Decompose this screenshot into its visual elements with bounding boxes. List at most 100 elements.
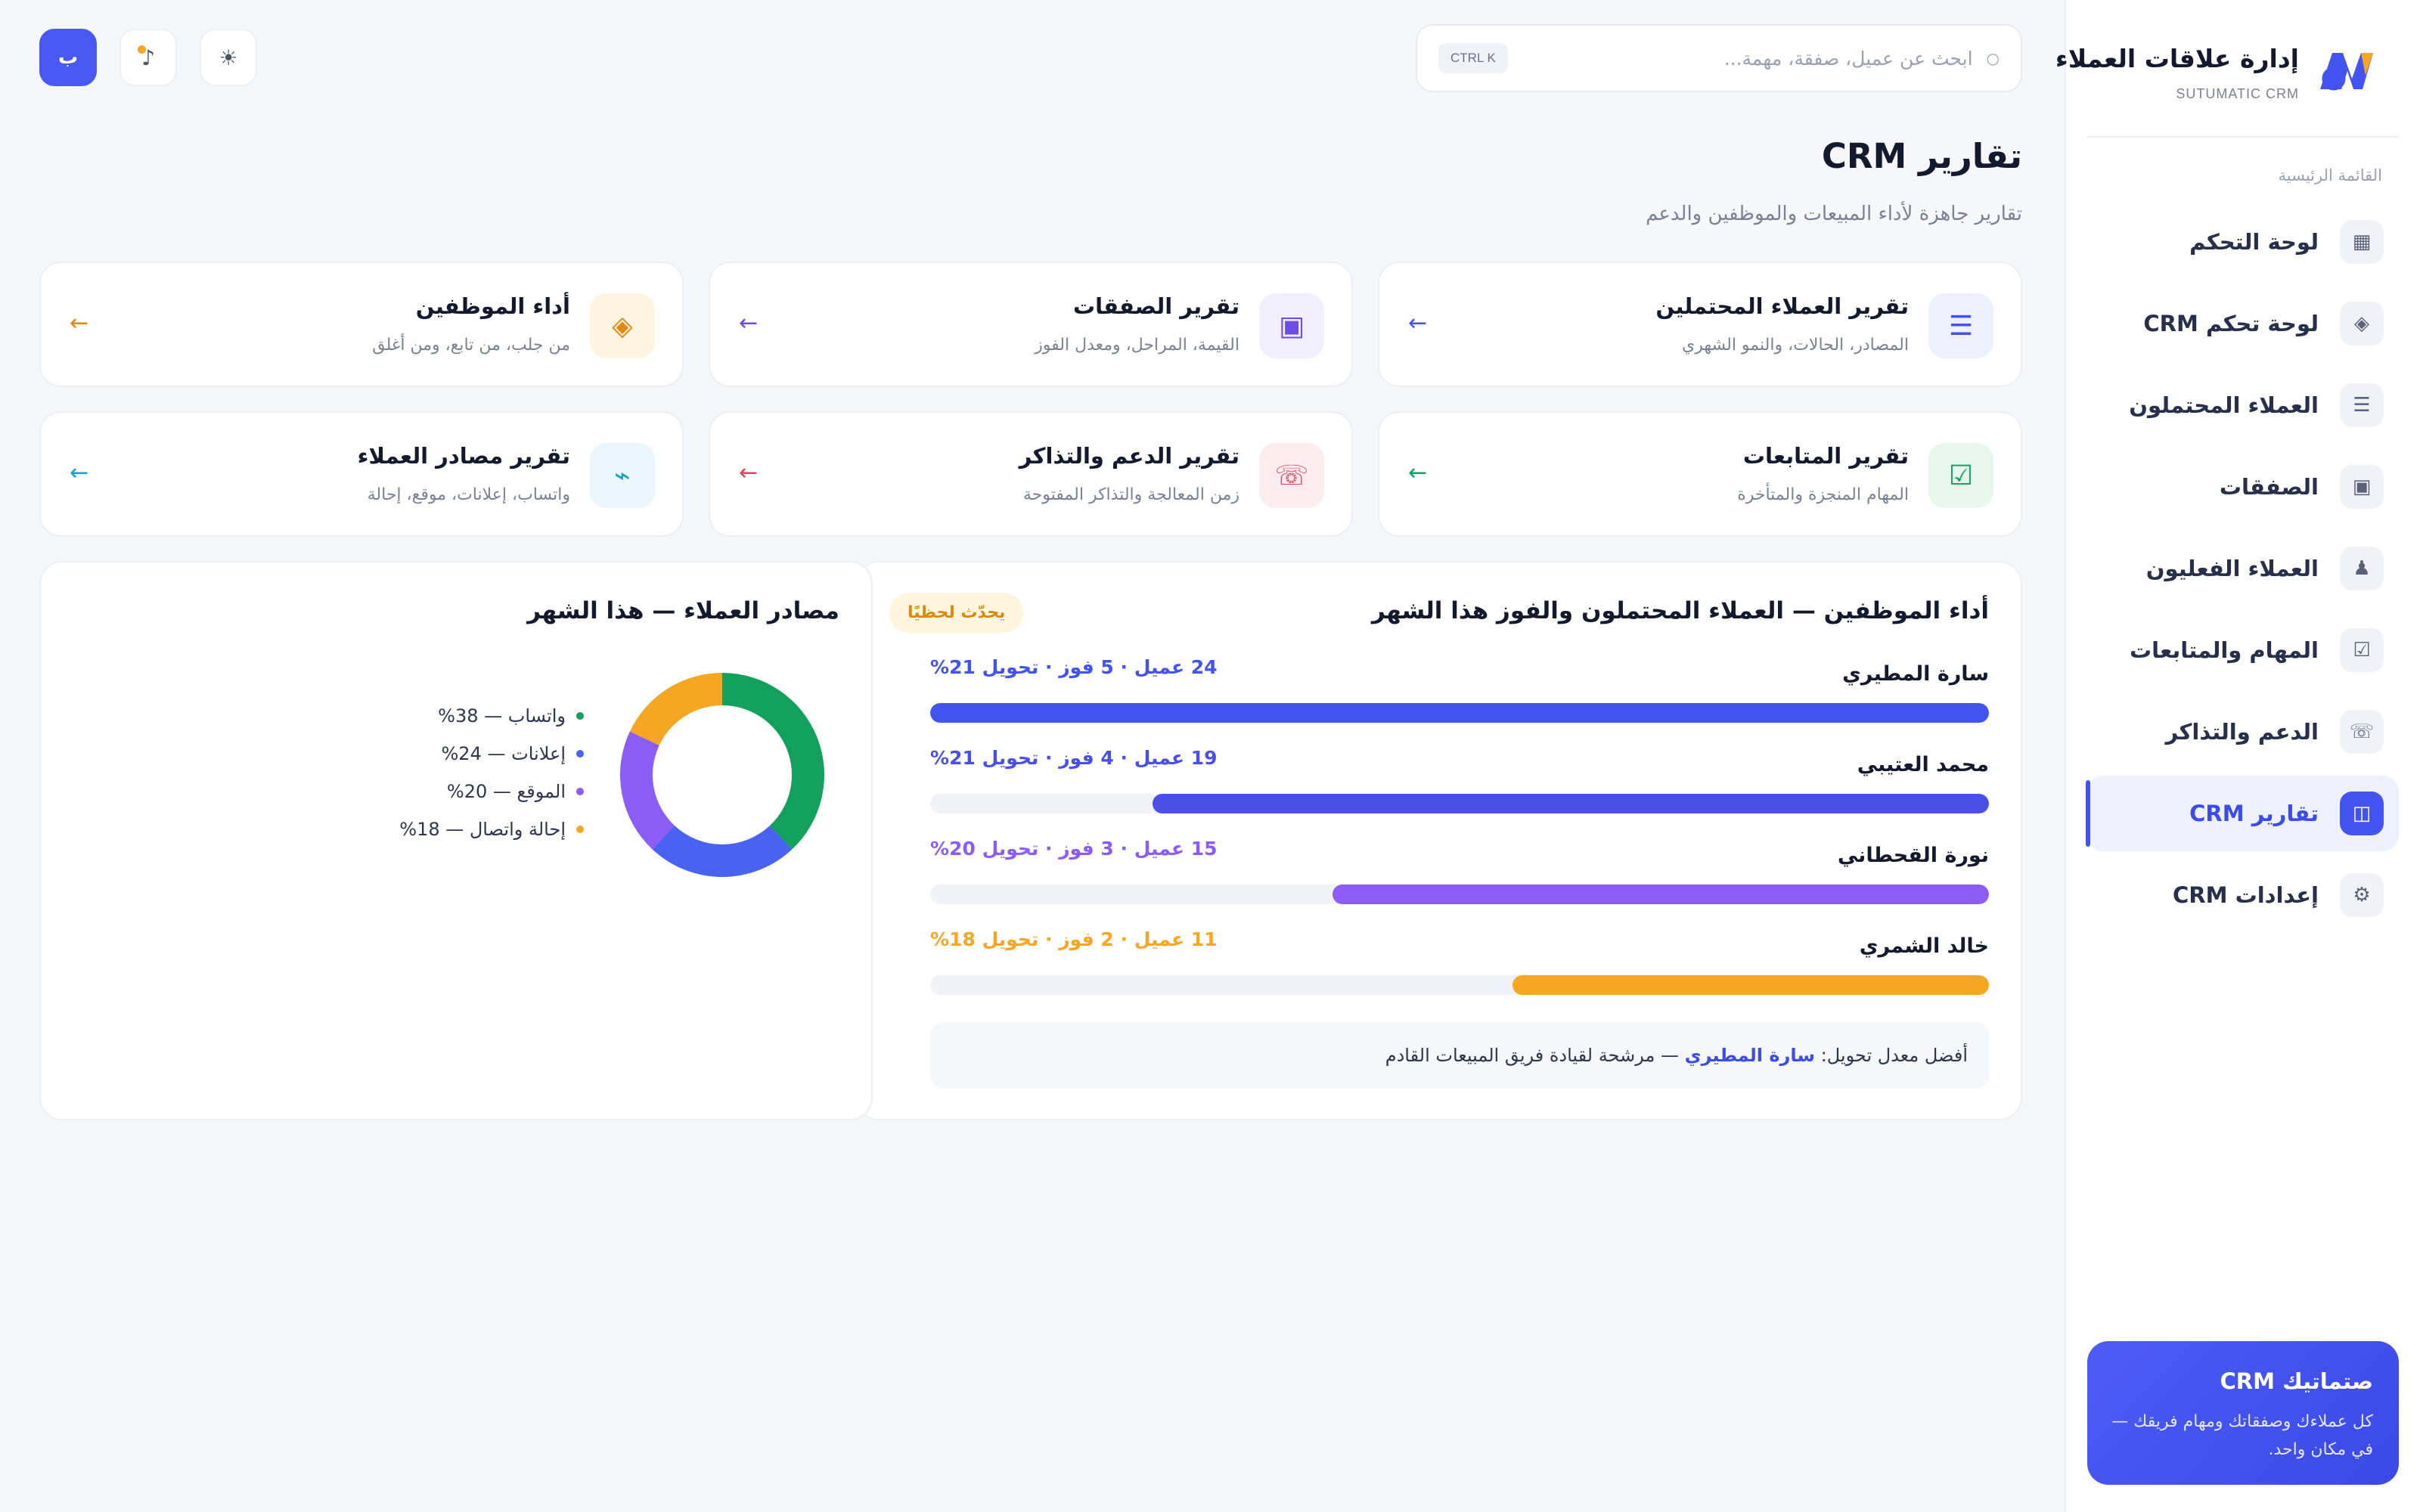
sidebar-nav: ▦ لوحة التحكم ◈ لوحة تحكم CRM ☰ العملاء المحت… — [2086, 204, 2399, 939]
employee-stats: 15 عميل · 3 فوز · تحويل 20% — [930, 838, 1218, 860]
bolt-icon: ⌁ — [590, 443, 655, 508]
sun-icon: ☀ — [219, 45, 238, 70]
employee-stats: 24 عميل · 5 فوز · تحويل 21% — [930, 656, 1218, 678]
search-input[interactable] — [1507, 47, 1973, 70]
employee-name: سارة المطيري — [1842, 662, 1989, 686]
employee-progress-fill — [1333, 885, 1989, 904]
promo-card: صتماتيك CRM كل عملاءك وصفقاتك ومهام فريق… — [2087, 1341, 2399, 1485]
sidebar-item-0[interactable]: ▦ لوحة التحكم — [2087, 204, 2399, 280]
page-subtitle: تقارير جاهزة لأداء المبيعات والموظفين وا… — [1646, 203, 2022, 225]
sources-donut-chart — [620, 673, 824, 877]
arrow-left-icon[interactable]: ← — [739, 460, 759, 486]
list-icon: ☰ — [1928, 293, 1993, 358]
employee-name: خالد الشمري — [1859, 934, 1989, 958]
employee-progress-fill — [1153, 794, 1989, 813]
phone-icon: ☏ — [1259, 443, 1324, 508]
sidebar-item-2[interactable]: ☰ العملاء المحتملون — [2087, 367, 2399, 443]
report-card-1[interactable]: ▣ تقرير الصفقات القيمة، المراحل، ومعدل الف… — [709, 262, 1353, 387]
sidebar-item-label: الدعم والتذاكر — [2165, 719, 2319, 745]
user-avatar-button[interactable]: ب — [39, 29, 97, 86]
arrow-left-icon[interactable]: ← — [1408, 460, 1428, 486]
square-icon: ▣ — [1259, 293, 1324, 358]
live-update-badge: يحدّث لحظيًا — [889, 593, 1024, 633]
employee-name: محمد العتيبي — [1857, 753, 1989, 776]
gear-icon: ⚙ — [2340, 873, 2384, 917]
sidebar-item-label: إعدادات CRM — [2173, 882, 2319, 908]
employee-progress-track — [930, 975, 1989, 995]
legend-dot — [576, 712, 584, 720]
report-card-4[interactable]: ☏ تقرير الدعم والتذاكر زمن المعالجة والتذا… — [709, 411, 1353, 537]
employee-progress-fill — [1512, 975, 1989, 995]
best-prefix: أفضل معدل تحويل: — [1820, 1045, 1968, 1066]
employee-performance-panel: أداء الموظفين — العملاء المحتملون والفوز… — [856, 561, 2022, 1120]
employee-progress-track — [930, 703, 1989, 723]
page-title: تقارير CRM — [1821, 136, 2022, 176]
best-suffix: — مرشحة لقيادة فريق المبيعات القادم — [1385, 1045, 1679, 1066]
legend-item: واتساب — 38% — [399, 697, 584, 735]
sidebar-divider — [2087, 136, 2399, 138]
employee-row: خالد الشمري 11 عميل · 2 فوز · تحويل 18% — [930, 928, 1989, 996]
sidebar-item-3[interactable]: ▣ الصفقات — [2087, 449, 2399, 525]
donut-slice-2[interactable] — [620, 731, 675, 850]
donut-slice-3[interactable] — [629, 673, 722, 745]
legend-dot — [576, 788, 584, 795]
donut-slice-1[interactable] — [652, 826, 793, 877]
sidebar-section-label: القائمة الرئيسية — [2278, 166, 2382, 184]
legend-label: الموقع — 20% — [446, 781, 566, 802]
legend-dot — [576, 826, 584, 833]
donut-slice-0[interactable] — [722, 673, 824, 850]
report-icon: ◫ — [2340, 792, 2384, 835]
legend-label: واتساب — 38% — [438, 705, 566, 727]
best-employee-name[interactable]: سارة المطيري — [1684, 1045, 1815, 1066]
employee-progress-fill — [930, 703, 1989, 723]
notification-dot — [138, 45, 146, 54]
report-card-subtitle: القيمة، المراحل، ومعدل الفوز — [1035, 336, 1239, 355]
sidebar-item-label: الصفقات — [2219, 474, 2319, 500]
report-card-subtitle: المهام المنجزة والمتأخرة — [1737, 485, 1909, 504]
sidebar-item-7[interactable]: ◫ تقارير CRM — [2086, 776, 2399, 851]
brand-title: إدارة علاقات العملاء — [2055, 44, 2299, 73]
theme-toggle-button[interactable]: ☀ — [200, 29, 257, 86]
report-card-0[interactable]: ☰ تقرير العملاء المحتملين المصادر، الحالات… — [1378, 262, 2022, 387]
brand[interactable]: إدارة علاقات العملاء SUTUMATIC CRM — [2055, 30, 2378, 106]
search-bar[interactable]: ○ CTRL K — [1416, 24, 2022, 92]
report-card-5[interactable]: ⌁ تقرير مصادر العملاء واتساب، إعلانات، موق… — [39, 411, 684, 537]
best-conversion-note: أفضل معدل تحويل: سارة المطيري — مرشحة لق… — [930, 1022, 1989, 1089]
arrow-left-icon[interactable]: ← — [739, 310, 759, 336]
report-card-title: تقرير المتابعات — [1742, 443, 1909, 469]
diamond-icon: ◈ — [590, 293, 655, 358]
report-card-3[interactable]: ☑ تقرير المتابعات المهام المنجزة والمتأخرة… — [1378, 411, 2022, 537]
report-card-title: أداء الموظفين — [415, 293, 570, 319]
sidebar-item-label: العملاء المحتملون — [2129, 392, 2319, 418]
sidebar-item-4[interactable]: ♟ العملاء الفعليون — [2087, 531, 2399, 606]
sidebar-item-6[interactable]: ☏ الدعم والتذاكر — [2087, 694, 2399, 770]
employee-row: محمد العتيبي 19 عميل · 4 فوز · تحويل 21% — [930, 747, 1989, 815]
sidebar-item-label: لوحة تحكم CRM — [2143, 311, 2319, 336]
top-actions: ب ♪ ☀ — [39, 29, 257, 86]
sidebar-item-1[interactable]: ◈ لوحة تحكم CRM — [2087, 286, 2399, 361]
notifications-button[interactable]: ♪ — [119, 29, 177, 86]
sidebar-item-label: المهام والمتابعات — [2130, 637, 2319, 663]
sidebar: إدارة علاقات العملاء SUTUMATIC CRM القائ… — [2055, 0, 2420, 1512]
employee-row: نورة القحطاني 15 عميل · 3 فوز · تحويل 20% — [930, 838, 1989, 906]
sidebar-item-5[interactable]: ☑ المهام والمتابعات — [2087, 612, 2399, 688]
report-card-2[interactable]: ◈ أداء الموظفين من جلب، من تابع، ومن أغلق ← — [39, 262, 684, 387]
sidebar-item-8[interactable]: ⚙ إعدادات CRM — [2087, 857, 2399, 933]
report-card-title: تقرير الدعم والتذاكر — [1019, 443, 1239, 469]
employee-name: نورة القحطاني — [1837, 844, 1989, 867]
legend-dot — [576, 750, 584, 758]
report-card-title: تقرير العملاء المحتملين — [1655, 293, 1909, 319]
report-card-subtitle: من جلب، من تابع، ومن أغلق — [372, 336, 570, 355]
arrow-left-icon[interactable]: ← — [1408, 310, 1428, 336]
grid-icon: ▦ — [2340, 220, 2384, 264]
arrow-left-icon[interactable]: ← — [70, 310, 89, 336]
sidebar-item-label: لوحة التحكم — [2189, 229, 2319, 255]
legend-label: إحالة واتصال — 18% — [399, 819, 566, 840]
customer-sources-panel: مصادر العملاء — هذا الشهر واتساب — 38% إع… — [39, 561, 873, 1120]
square-icon: ▣ — [2340, 465, 2384, 509]
diamond-icon: ◈ — [2340, 302, 2384, 345]
arrow-left-icon[interactable]: ← — [70, 460, 89, 486]
checkbox-icon: ☑ — [1928, 443, 1993, 508]
sources-legend: واتساب — 38% إعلانات — 24% الموقع — 20% إحا… — [399, 697, 584, 848]
